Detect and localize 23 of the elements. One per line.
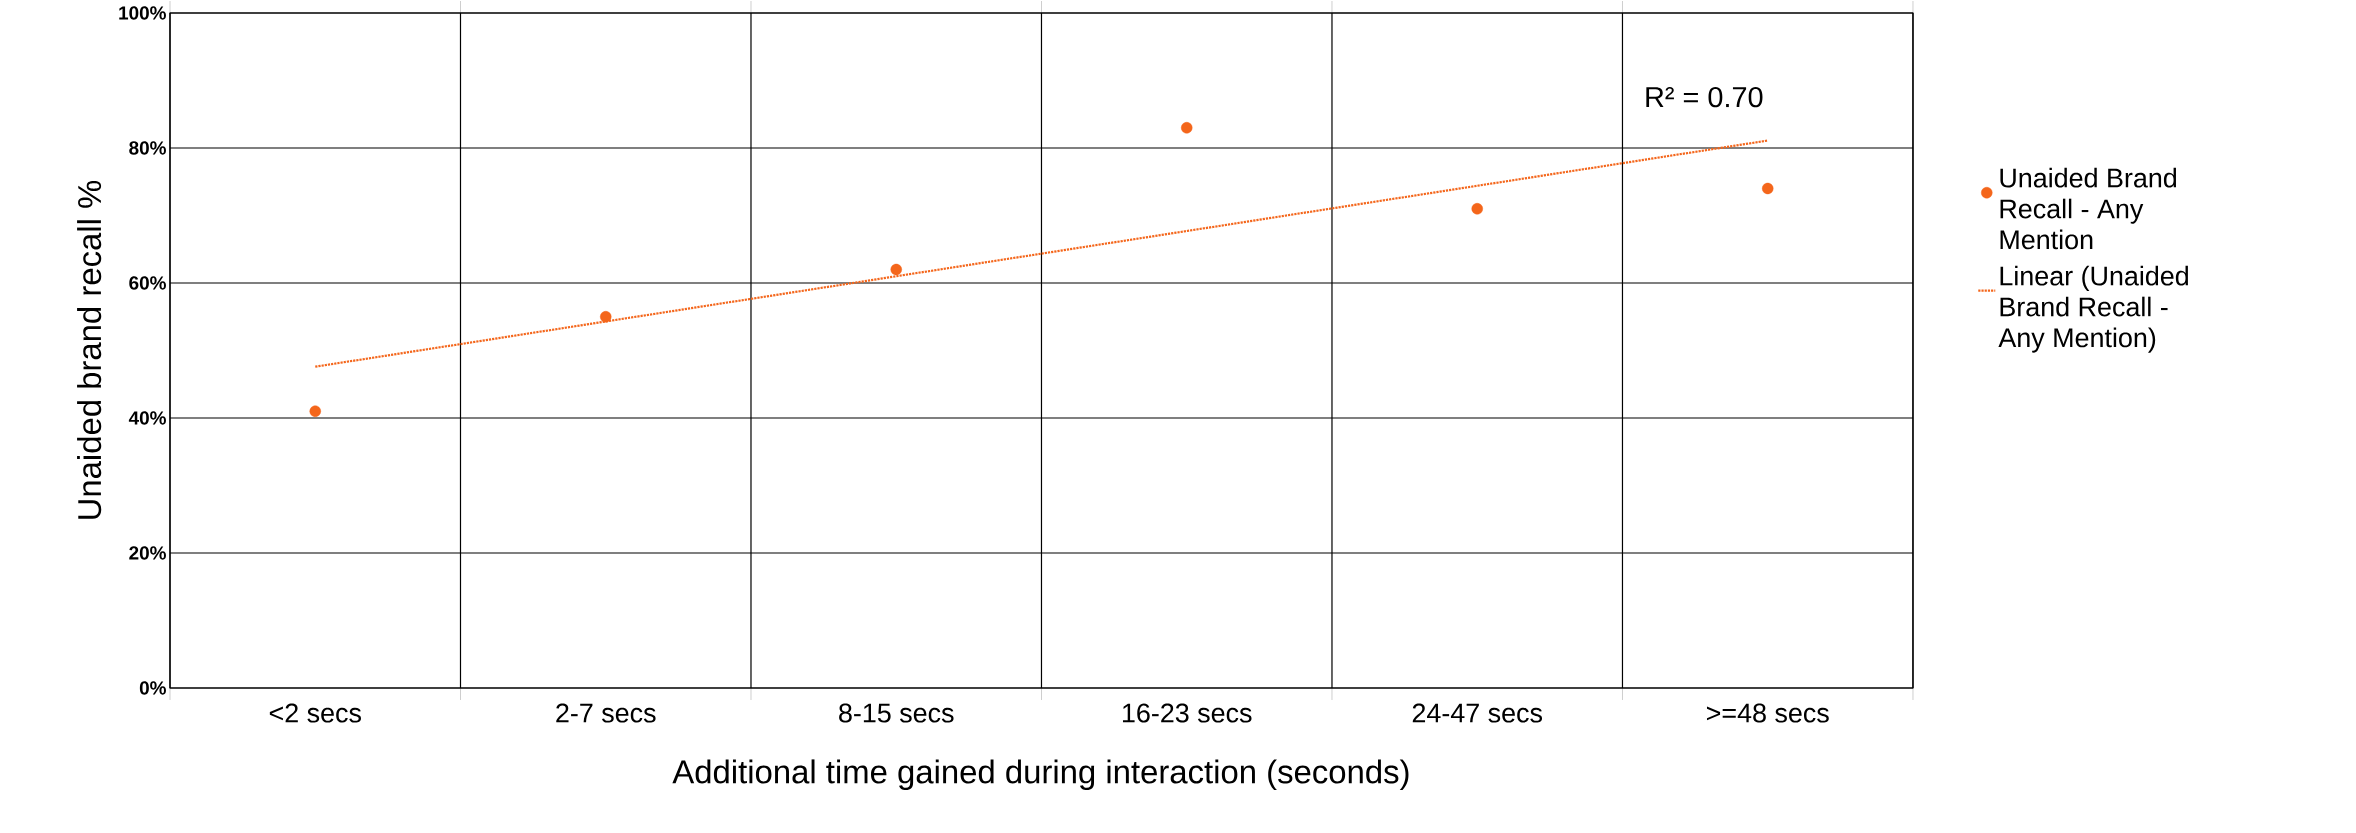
point bbox=[1471, 203, 1483, 215]
x-tick-label: 24-47 secs bbox=[1412, 703, 1543, 723]
y-tick-label: 20% bbox=[129, 546, 166, 560]
x-tick-label: 8-15 secs bbox=[839, 703, 954, 723]
y-tick-label: 40% bbox=[128, 411, 166, 425]
x-tick-label: <2 secs bbox=[269, 703, 361, 723]
legend-label: Linear (Unaided Brand Recall - Any Mention) bbox=[1998, 265, 2188, 353]
y-axis-title: Unaided brand recall % bbox=[77, 180, 102, 519]
y-tick-label: 0% bbox=[139, 681, 166, 695]
point bbox=[1181, 122, 1193, 134]
y-tick-label: 60% bbox=[129, 276, 166, 290]
y-tick-label: 80% bbox=[129, 141, 166, 155]
point bbox=[600, 311, 612, 323]
y-tick-label: 100% bbox=[119, 6, 166, 20]
x-tick-label: 2-7 secs bbox=[556, 703, 656, 723]
annotation: R² = 0.70 bbox=[1646, 86, 1763, 108]
x-axis-title: Additional time gained during interaction (seconds) bbox=[672, 759, 1409, 791]
point bbox=[309, 405, 321, 417]
point bbox=[1762, 182, 1774, 195]
legend-label: Unaided Brand Recall - Any Mention bbox=[2000, 167, 2177, 250]
x-tick-label: 16-23 secs bbox=[1122, 703, 1252, 723]
x-tick-label: >=48 secs bbox=[1706, 703, 1829, 723]
point bbox=[890, 263, 902, 276]
